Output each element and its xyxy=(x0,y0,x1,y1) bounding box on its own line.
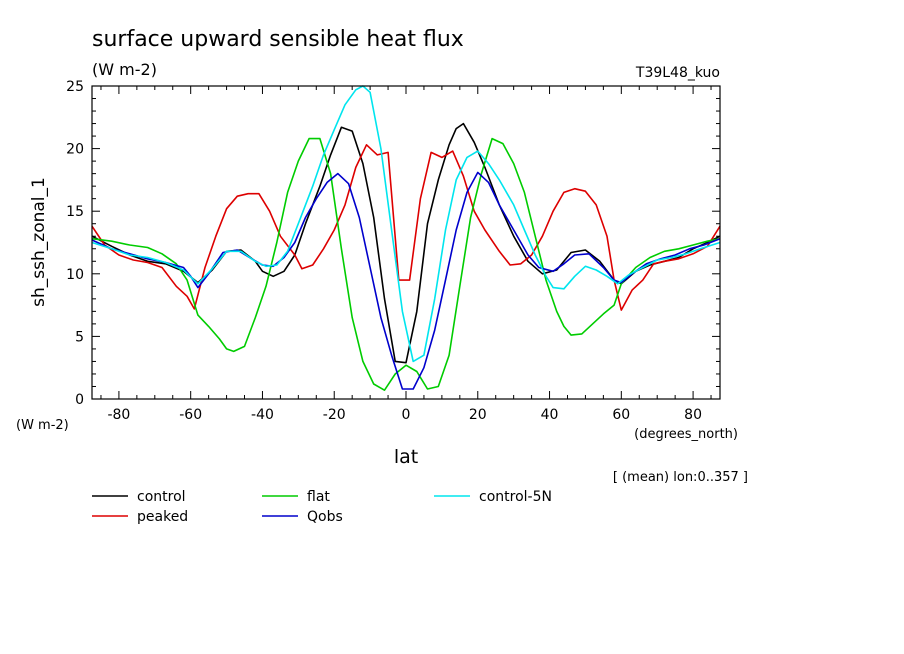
x-tick-label: -60 xyxy=(179,407,202,423)
run-label: T39L48_kuo xyxy=(635,65,720,81)
series-line-qobs xyxy=(91,171,721,390)
legend-label-qobs: Qobs xyxy=(307,509,343,525)
x-tick-label: -40 xyxy=(251,407,274,423)
y-axis-units-label: (W m-2) xyxy=(16,418,69,433)
x-tick-label: 20 xyxy=(469,407,487,423)
legend-label-control: control xyxy=(137,489,186,505)
units-label: (W m-2) xyxy=(92,60,157,79)
series-line-flat xyxy=(91,137,721,392)
legend-label-peaked: peaked xyxy=(137,509,188,525)
y-axis-ticks: 0 5 10 15 20 25 xyxy=(66,79,720,408)
chart-title: surface upward sensible heat flux xyxy=(92,27,464,52)
y-axis-label: sh_ssh_zonal_1 xyxy=(29,177,49,307)
x-tick-label: 0 xyxy=(402,407,411,423)
x-axis-units-label: (degrees_north) xyxy=(634,427,738,442)
series-line-peaked xyxy=(91,144,721,311)
x-tick-label: 60 xyxy=(612,407,630,423)
y-tick-label: 20 xyxy=(66,142,84,158)
series-layer xyxy=(91,85,721,392)
x-tick-label: -20 xyxy=(323,407,346,423)
averaging-note: [ (mean) lon:0..357 ] xyxy=(613,470,748,485)
y-tick-label: 5 xyxy=(75,329,84,345)
x-tick-label: -80 xyxy=(107,407,130,423)
y-tick-label: 15 xyxy=(66,204,84,220)
legend: control peaked flat Qobs control-5N xyxy=(92,489,552,525)
legend-label-control-5n: control-5N xyxy=(479,489,552,505)
x-tick-label: 40 xyxy=(541,407,559,423)
x-axis-ticks: -80 -60 -40 -20 0 20 40 60 80 xyxy=(100,86,712,423)
x-tick-label: 80 xyxy=(684,407,702,423)
x-axis-label: lat xyxy=(394,446,418,468)
series-line-control-5n xyxy=(91,85,721,363)
y-tick-label: 0 xyxy=(75,392,84,408)
y-tick-label: 10 xyxy=(66,267,84,283)
y-tick-label: 25 xyxy=(66,79,84,95)
legend-label-flat: flat xyxy=(307,489,330,505)
